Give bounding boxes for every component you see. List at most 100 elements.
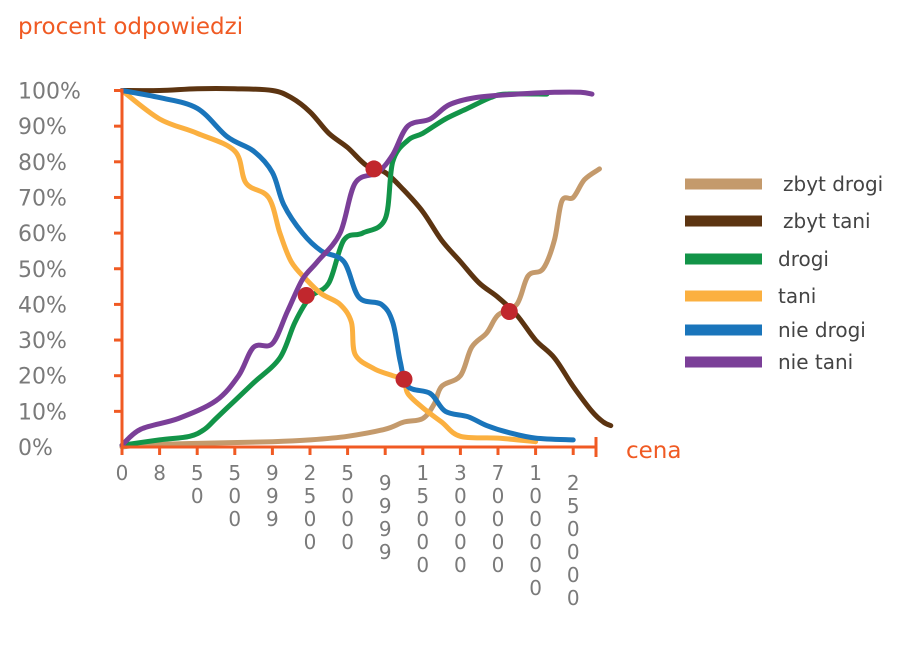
x-tick-label: 0 [116, 461, 129, 485]
x-tick-digit: 0 [454, 484, 467, 508]
intersection-point [365, 160, 383, 178]
x-tick-digit: 9 [379, 471, 392, 495]
series-lines [119, 85, 614, 450]
legend-item: nie drogi [685, 318, 866, 342]
series-line-drogi [119, 91, 550, 448]
y-tick-label: 10% [18, 400, 67, 425]
x-tick-digit: 0 [228, 484, 241, 508]
x-tick-digit: 0 [492, 530, 505, 554]
y-tick-label: 50% [18, 258, 67, 283]
intersection-points [297, 160, 518, 388]
x-tick-digit: 0 [492, 553, 505, 577]
y-tick-label: 0% [18, 436, 53, 461]
x-tick-digit: 0 [492, 484, 505, 508]
y-tick-label: 70% [18, 186, 67, 211]
x-tick-digit: 0 [416, 530, 429, 554]
legend-item: tani [685, 284, 816, 308]
x-tick-labels: 0 8 50500999250050009999150003000070000100… [116, 461, 580, 610]
x-tick-digit: 0 [416, 553, 429, 577]
x-tick-digit: 2 [567, 471, 580, 495]
series-line-zbyt-tani [119, 85, 614, 429]
x-tick-digit: 0 [492, 507, 505, 531]
x-tick-digit: 0 [567, 517, 580, 541]
x-tick-digit: 3 [454, 461, 467, 485]
x-tick-digit: 7 [492, 461, 505, 485]
x-tick-digit: 0 [454, 553, 467, 577]
y-tick-label: 20% [18, 365, 67, 390]
series-line-zbyt-drogi [119, 166, 602, 450]
x-tick-digit: 1 [416, 461, 429, 485]
axes [114, 88, 598, 457]
legend-label: zbyt tani [783, 209, 871, 233]
x-tick-digit: 1 [529, 461, 542, 485]
x-tick-digit: 0 [304, 530, 317, 554]
x-tick-digit: 0 [454, 507, 467, 531]
legend-item: zbyt drogi [685, 172, 883, 196]
x-tick-digit: 0 [341, 484, 354, 508]
x-tick-digit: 0 [304, 507, 317, 531]
x-tick-digit: 0 [529, 484, 542, 508]
x-tick-label: 999 [266, 461, 279, 531]
x-tick-digit: 0 [567, 586, 580, 610]
series-line-tani [119, 88, 539, 445]
intersection-point [500, 303, 518, 321]
legend-label: zbyt drogi [783, 172, 883, 196]
x-tick-digit: 0 [454, 530, 467, 554]
x-tick-digit: 8 [153, 461, 166, 485]
intersection-point [297, 286, 315, 304]
legend-label: drogi [778, 247, 829, 271]
x-tick-digit: 0 [567, 563, 580, 587]
x-tick-digit: 5 [567, 494, 580, 518]
x-tick-digit: 5 [191, 461, 204, 485]
y-tick-label: 90% [18, 115, 67, 140]
legend: zbyt drogi zbyt tani drogi tani nie drogi nie… [685, 172, 883, 374]
y-tick-labels: 0% 10% 20% 30% 40% 50% 60% 70% 80% 90% 100% [18, 80, 81, 462]
x-tick-digit: 0 [567, 540, 580, 564]
x-tick-digit: 0 [228, 507, 241, 531]
x-tick-digit: 0 [341, 507, 354, 531]
y-axis-label: procent odpowiedzi [18, 14, 243, 40]
x-tick-digit: 5 [304, 484, 317, 508]
y-tick-label: 60% [18, 222, 67, 247]
legend-item: drogi [685, 247, 829, 271]
x-tick-digit: 5 [341, 461, 354, 485]
y-tick-label: 80% [18, 151, 67, 176]
x-tick-digit: 9 [266, 484, 279, 508]
x-tick-digit: 5 [416, 484, 429, 508]
legend-label: nie drogi [778, 318, 866, 342]
legend-item: zbyt tani [685, 209, 871, 233]
series-line-nie-drogi [119, 88, 576, 443]
legend-label: nie tani [778, 350, 853, 374]
y-tick-label: 100% [18, 80, 81, 105]
legend-item: nie tani [685, 350, 853, 374]
x-tick-digit: 0 [416, 507, 429, 531]
x-tick-label: 50 [191, 461, 204, 508]
x-tick-digit: 0 [341, 530, 354, 554]
x-tick-digit: 5 [228, 461, 241, 485]
legend-label: tani [778, 284, 816, 308]
x-tick-digit: 9 [379, 517, 392, 541]
x-tick-digit: 2 [304, 461, 317, 485]
x-tick-digit: 0 [529, 576, 542, 600]
x-tick-digit: 9 [379, 540, 392, 564]
x-tick-digit: 0 [529, 507, 542, 531]
x-tick-digit: 9 [266, 507, 279, 531]
x-tick-digit: 0 [191, 484, 204, 508]
x-tick-label: 500 [228, 461, 241, 531]
series-line-nie-tani [119, 89, 595, 448]
x-tick-digit: 0 [529, 530, 542, 554]
x-tick-digit: 0 [116, 461, 129, 485]
intersection-point [395, 370, 413, 388]
x-tick-label: 8 [153, 461, 166, 485]
x-axis-label: cena [626, 438, 681, 464]
x-tick-digit: 0 [529, 553, 542, 577]
